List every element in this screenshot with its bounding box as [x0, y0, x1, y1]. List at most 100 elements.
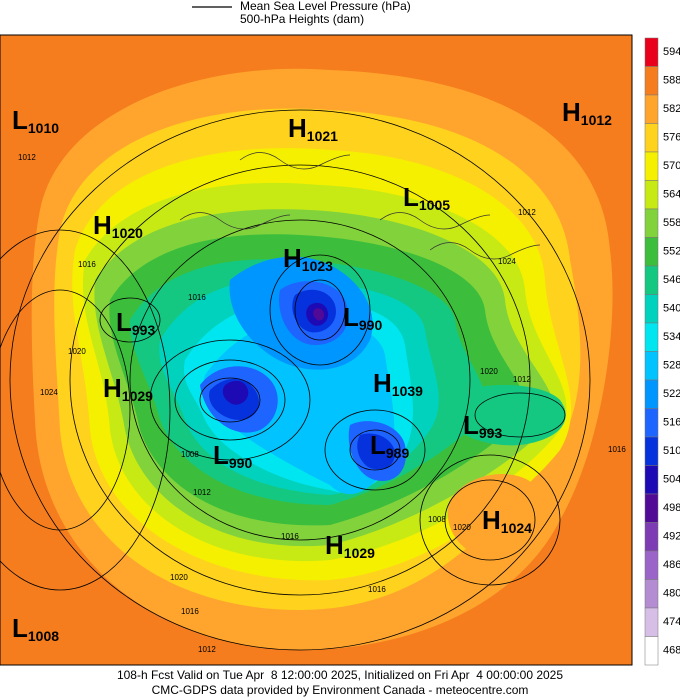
height-region: [357, 433, 396, 470]
isobar: [69, 164, 531, 596]
map-frame: [0, 34, 633, 666]
colorbar-label: 528: [663, 360, 680, 372]
center-type: H: [482, 505, 501, 535]
colorbar-label: 504: [663, 474, 680, 486]
pressure-center: H1039: [373, 368, 423, 399]
pressure-center: L990: [213, 440, 252, 471]
center-pressure: 1029: [122, 388, 153, 404]
isobar-label: 1016: [188, 293, 206, 302]
colorbar-label: 516: [663, 417, 680, 429]
isobar-label: 1020: [453, 523, 471, 532]
colorbar-label: 576: [663, 132, 680, 144]
pressure-center: L1008: [12, 613, 59, 644]
colorbar-swatch: [644, 522, 659, 552]
colorbar-label: 474: [663, 616, 680, 628]
isobar-label: 1012: [518, 208, 536, 217]
center-type: H: [562, 97, 581, 127]
colorbar-swatch: [644, 265, 659, 295]
center-type: L: [12, 613, 28, 643]
center-pressure: 993: [132, 322, 156, 338]
pressure-center: L1010: [12, 105, 59, 136]
isobar: [419, 454, 561, 586]
center-type: L: [370, 430, 386, 460]
isobar-label: 1012: [513, 375, 531, 384]
isobar-label: 1016: [78, 260, 96, 269]
colorbar-swatch: [644, 151, 659, 181]
center-pressure: 1021: [307, 128, 338, 144]
isobar-label: 1016: [368, 585, 386, 594]
isobar: [9, 109, 591, 651]
pressure-center: H1023: [283, 243, 333, 274]
isobar-label: 1012: [193, 488, 211, 497]
isobar: [474, 392, 566, 438]
pressure-center: L1005: [403, 182, 450, 213]
colorbar-swatch: [644, 351, 659, 381]
colorbar-swatch: [644, 294, 659, 324]
isobar: [0, 289, 131, 531]
coastline: [239, 152, 351, 170]
pressure-center: H1020: [93, 210, 143, 241]
center-pressure: 1029: [344, 545, 375, 561]
coastline: [179, 212, 291, 230]
isobar: [174, 359, 286, 441]
center-type: H: [93, 210, 112, 240]
center-type: H: [325, 530, 344, 560]
isobar-label: 1008: [428, 515, 446, 524]
colorbar-label: 540: [663, 303, 680, 315]
center-type: L: [12, 105, 28, 135]
height-region: [222, 380, 249, 405]
pressure-center: H1029: [103, 373, 153, 404]
colorbar-label: 594: [663, 46, 680, 58]
height-region: [313, 308, 324, 321]
colorbar-label: 546: [663, 274, 680, 286]
colorbar-swatch: [644, 237, 659, 267]
isobar-label: 1008: [181, 450, 199, 459]
center-pressure: 1039: [392, 383, 423, 399]
colorbar-label: 582: [663, 103, 680, 115]
center-pressure: 1024: [501, 520, 532, 536]
isobar: [149, 339, 311, 461]
colorbar-swatch: [644, 408, 659, 438]
coastline: [429, 242, 541, 260]
pressure-center: L993: [116, 307, 155, 338]
isobar-label: 1016: [181, 607, 199, 616]
center-pressure: 1005: [419, 197, 450, 213]
colorbar-label: 486: [663, 559, 680, 571]
isobar-label: 1016: [608, 445, 626, 454]
isobar-label: 1020: [170, 573, 188, 582]
isobar: [99, 297, 161, 343]
coastline: [379, 212, 491, 230]
height-region: [447, 473, 546, 560]
center-type: L: [343, 302, 359, 332]
colorbar-swatch: [644, 465, 659, 495]
legend-fill-label: 500-hPa Heights (dam): [240, 12, 364, 26]
isobar: [129, 219, 471, 541]
pressure-center: L990: [343, 302, 382, 333]
isobar: [444, 479, 536, 561]
isobar-label: 1012: [198, 645, 216, 654]
colorbar-swatch: [644, 550, 659, 580]
isobar: [199, 377, 261, 423]
pressure-center: L989: [370, 430, 409, 461]
colorbar-swatch: [644, 607, 659, 637]
pressure-center: H1024: [482, 505, 532, 536]
isobar: [0, 229, 171, 591]
isobar-label: 1012: [18, 153, 36, 162]
colorbar-label: 570: [663, 160, 680, 172]
isobar: [349, 429, 401, 471]
isobar-label: 1024: [498, 257, 516, 266]
colorbar-swatch: [644, 180, 659, 210]
footer-line-1: 108-h Fcst Valid on Tue Apr 8 12:00:00 2…: [117, 668, 563, 682]
center-pressure: 1008: [28, 628, 59, 644]
colorbar-swatch: [644, 322, 659, 352]
pressure-center: H1029: [325, 530, 375, 561]
colorbar-label: 510: [663, 445, 680, 457]
center-pressure: 993: [479, 425, 503, 441]
isobar-label: 1024: [40, 388, 58, 397]
colorbar-label: 552: [663, 246, 680, 258]
center-pressure: 1012: [581, 112, 612, 128]
colorbar-swatch: [644, 94, 659, 124]
center-type: L: [213, 440, 229, 470]
